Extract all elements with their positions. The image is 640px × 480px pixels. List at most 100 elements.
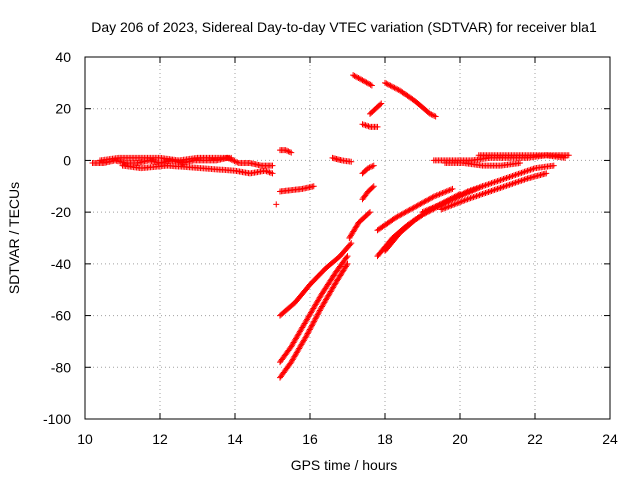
data-point <box>343 254 350 261</box>
data-point <box>517 178 523 185</box>
data-point <box>422 207 429 214</box>
data-point <box>370 183 377 190</box>
data-point <box>387 82 394 89</box>
series-track-c <box>329 154 355 165</box>
data-point <box>445 203 452 210</box>
data-point <box>448 186 455 193</box>
data-point <box>526 167 532 174</box>
data-point <box>421 198 428 205</box>
data-point <box>490 187 496 194</box>
data-point <box>517 160 523 167</box>
y-tick-label: -100 <box>43 411 71 427</box>
data-point <box>521 176 528 183</box>
data-point <box>350 72 357 79</box>
data-point <box>263 168 270 175</box>
data-point <box>405 207 412 214</box>
data-point <box>455 199 462 206</box>
data-point <box>304 330 311 337</box>
data-point <box>449 185 456 192</box>
data-point <box>429 204 436 211</box>
x-axis-label: GPS time / hours <box>291 457 398 473</box>
data-point <box>358 76 365 83</box>
y-tick-labels: -100 -80 -60 -40 -20 0 20 40 <box>43 49 71 427</box>
data-point <box>314 311 321 318</box>
data-point <box>512 171 519 178</box>
series-band-early-upper <box>97 154 235 164</box>
data-point <box>364 80 371 87</box>
data-point <box>417 201 424 208</box>
data-point <box>269 170 276 177</box>
data-point <box>523 176 529 183</box>
data-point <box>426 206 433 213</box>
data-point <box>520 169 526 176</box>
data-point <box>476 184 483 191</box>
data-point <box>386 81 393 88</box>
data-point <box>543 170 550 177</box>
data-point <box>442 204 449 211</box>
data-point <box>460 197 467 204</box>
data-point <box>316 308 323 315</box>
x-tick-label: 10 <box>77 431 93 447</box>
data-point <box>515 178 522 185</box>
data-point <box>494 185 501 192</box>
data-point <box>393 214 400 221</box>
data-point <box>378 100 385 107</box>
data-point <box>395 212 402 219</box>
y-tick-label: -40 <box>51 256 71 272</box>
data-point <box>367 81 374 88</box>
data-point <box>485 188 492 195</box>
y-tick-label: -80 <box>51 359 71 375</box>
data-point <box>268 169 274 176</box>
data-point <box>431 112 438 119</box>
data-point <box>364 122 370 129</box>
data-point <box>406 206 413 213</box>
data-point <box>394 86 401 93</box>
data-point <box>368 82 375 89</box>
data-point <box>423 207 430 214</box>
data-point <box>488 187 495 194</box>
data-point <box>365 165 372 172</box>
data-point <box>440 199 447 206</box>
data-point <box>413 203 420 210</box>
data-point <box>473 193 480 200</box>
data-point <box>384 81 391 88</box>
x-tick-labels: 10 12 14 16 18 20 22 24 <box>77 431 618 447</box>
data-point <box>305 329 312 336</box>
series-band-early-lower <box>119 162 276 177</box>
series-rise-1 <box>277 240 355 319</box>
data-point <box>439 200 446 207</box>
data-point <box>429 194 436 201</box>
data-point <box>269 162 276 169</box>
data-point <box>485 181 492 188</box>
data-point <box>521 168 528 175</box>
data-point <box>354 74 361 81</box>
data-point <box>311 318 318 325</box>
data-point <box>470 186 477 193</box>
data-point <box>493 186 499 193</box>
data-point <box>439 205 446 212</box>
data-point <box>497 184 504 191</box>
chart-title: Day 206 of 2023, Sidereal Day-to-day VTE… <box>91 19 597 35</box>
data-point <box>361 121 367 128</box>
data-point <box>497 177 504 184</box>
series-track-a <box>277 147 295 156</box>
data-point <box>369 163 376 170</box>
data-point <box>362 78 369 85</box>
y-tick-label: 20 <box>55 101 71 117</box>
data-point <box>425 196 432 203</box>
x-tick-label: 16 <box>302 431 318 447</box>
data-point <box>306 327 313 334</box>
data-point <box>392 85 399 92</box>
x-tick-label: 12 <box>152 431 168 447</box>
series-rise-7 <box>438 170 550 213</box>
data-point <box>448 196 455 203</box>
data-point <box>451 201 458 208</box>
series-track-f <box>359 183 377 203</box>
data-point <box>518 169 525 176</box>
data-point <box>228 154 235 161</box>
data-point <box>460 191 467 198</box>
data-point <box>286 149 293 156</box>
data-point <box>262 167 268 174</box>
data-point <box>365 123 372 130</box>
data-point <box>403 208 410 215</box>
